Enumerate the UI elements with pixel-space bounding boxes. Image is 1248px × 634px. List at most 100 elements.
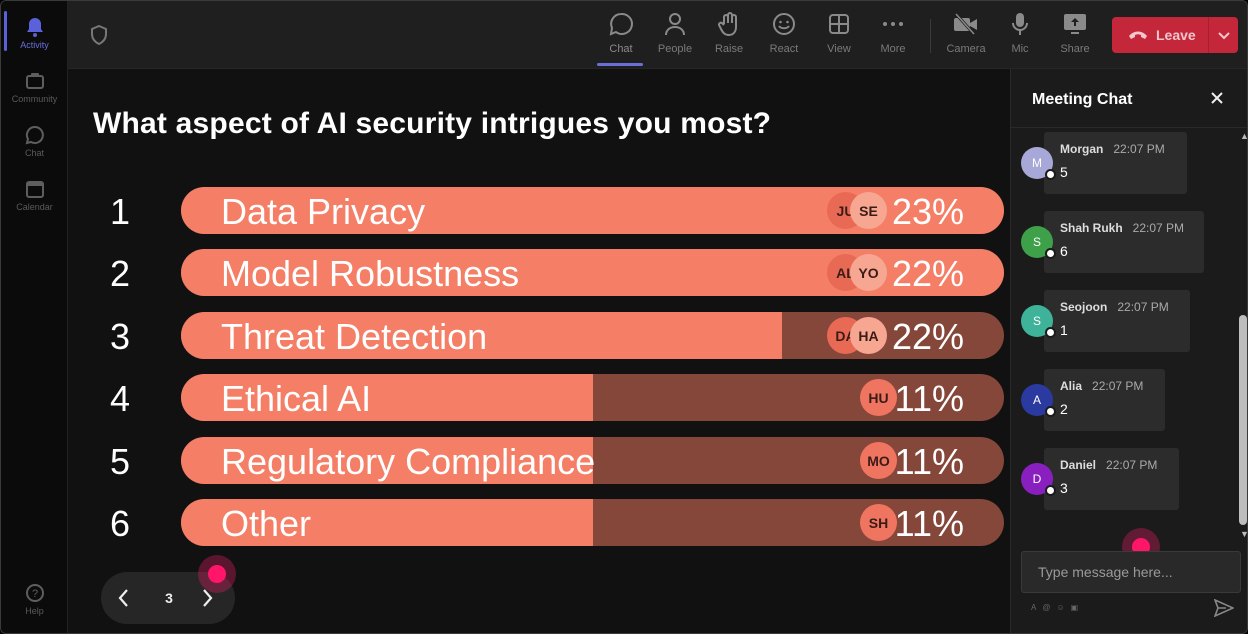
chat-message-author: Shah Rukh — [1060, 221, 1123, 235]
calendar-icon — [25, 179, 45, 199]
scroll-up-arrow-icon[interactable]: ▲ — [1240, 131, 1247, 141]
avatar[interactable]: S — [1021, 305, 1056, 338]
chat-message-bubble[interactable]: Alia 22:07 PM 2 — [1044, 369, 1165, 431]
send-icon[interactable] — [1213, 598, 1235, 622]
attach-icon[interactable]: @ — [1042, 603, 1051, 612]
poll-result-fill — [181, 374, 593, 421]
chat-message-text: 2 — [1060, 401, 1068, 417]
chat-button-label: Chat — [609, 43, 633, 55]
chat-button[interactable]: Chat — [596, 11, 646, 63]
rail-item-label: Help — [25, 605, 44, 616]
rail-item-label: Chat — [24, 147, 44, 158]
rail-item-activity[interactable]: Activity — [1, 7, 68, 59]
presence-status-icon — [1045, 406, 1056, 417]
view-button[interactable]: View — [814, 11, 864, 63]
toolbar-divider — [930, 19, 931, 53]
emoji-icon[interactable]: ☺ — [1056, 603, 1065, 612]
avatar[interactable]: A — [1021, 384, 1056, 417]
chevron-down-icon — [1217, 27, 1230, 43]
meeting-toolbar: Chat People Raise React View — [68, 1, 1247, 69]
voter-avatar: YO — [850, 254, 887, 291]
poll-option-label: Ethical AI — [221, 378, 372, 419]
click-indicator — [198, 555, 236, 593]
format-icon[interactable]: A — [1031, 603, 1037, 612]
voter-avatar: SE — [850, 192, 887, 229]
chevron-right-icon[interactable] — [202, 588, 214, 613]
poll-option-row: 2 Model Robustness 22% AL YO — [68, 249, 1010, 297]
voter-avatar: MO — [860, 442, 897, 479]
chat-message-bubble[interactable]: Seojoon 22:07 PM 1 — [1044, 290, 1190, 352]
composer-format-tools: A @ ☺ ▣ — [1031, 603, 1078, 612]
poll-option-row: 4 Ethical AI 11% HU — [68, 374, 1010, 422]
chevron-left-icon[interactable] — [117, 588, 129, 613]
poll-result-bar: Regulatory Compliance 11% MO — [181, 437, 1004, 484]
avatar[interactable]: M — [1021, 147, 1056, 180]
avatar-initial: D — [1032, 472, 1042, 486]
presence-status-icon — [1045, 169, 1056, 180]
camera-off-icon — [953, 11, 979, 37]
poll-option-number: 1 — [109, 191, 131, 232]
help-icon: ? — [25, 583, 45, 603]
rail-item-label: Community — [11, 93, 58, 104]
voter-avatar: HA — [850, 317, 887, 354]
shield-icon[interactable] — [90, 24, 108, 50]
poll-result-bar: Model Robustness 22% AL YO — [181, 249, 1004, 296]
chat-scrollbar-thumb[interactable] — [1239, 315, 1247, 525]
chat-message-input[interactable] — [1022, 552, 1240, 592]
chat-icon — [25, 125, 45, 145]
react-button[interactable]: React — [759, 11, 809, 63]
react-button-label: React — [769, 43, 799, 55]
leave-options-button[interactable] — [1209, 27, 1238, 43]
mic-button-label: Mic — [1011, 43, 1029, 55]
chat-message-author: Alia — [1060, 379, 1083, 393]
chat-message-time: 22:07 PM — [1132, 221, 1185, 235]
poll-result-bar: Other 11% SH — [181, 499, 1004, 546]
rail-item-help[interactable]: ? Help — [1, 573, 68, 625]
chat-message-time: 22:07 PM — [1106, 458, 1158, 472]
chat-message-bubble[interactable]: Morgan 22:07 PM 5 — [1044, 132, 1187, 194]
avatar[interactable]: D — [1021, 463, 1056, 496]
presence-status-icon — [1045, 485, 1056, 496]
voter-avatar: HU — [860, 379, 897, 416]
chat-tab-indicator — [597, 63, 643, 66]
poll-option-row: 5 Regulatory Compliance 11% MO — [68, 437, 1010, 485]
people-button-label: People — [657, 43, 693, 55]
chat-message-text: 1 — [1060, 322, 1068, 338]
chat-message-bubble[interactable]: Daniel 22:07 PM 3 — [1044, 448, 1179, 510]
poll-option-percent: 22% — [891, 316, 964, 357]
rail-active-indicator — [4, 11, 7, 51]
rail-item-chat[interactable]: Chat — [1, 115, 68, 167]
camera-button-label: Camera — [946, 43, 986, 55]
chat-header-divider — [1011, 127, 1247, 128]
gif-icon[interactable]: ▣ — [1070, 603, 1079, 612]
more-button-label: More — [880, 43, 906, 55]
scroll-down-arrow-icon[interactable]: ▼ — [1240, 529, 1247, 539]
left-rail: Activity Community Chat Calendar ? Help — [1, 1, 68, 633]
poll-option-percent: 11% — [894, 503, 964, 544]
raise-hand-button[interactable]: Raise — [704, 11, 754, 63]
poll-option-number: 3 — [109, 316, 131, 357]
poll-result-bar: Data Privacy 23% JU SE — [181, 187, 1004, 234]
share-button[interactable]: Share — [1050, 11, 1100, 63]
community-icon — [25, 71, 45, 91]
mic-button[interactable]: Mic — [995, 11, 1045, 63]
ellipsis-icon — [880, 11, 906, 37]
poll-question: What aspect of AI security intrigues you… — [93, 107, 772, 140]
rail-item-community[interactable]: Community — [1, 61, 68, 113]
mic-icon — [1007, 11, 1033, 37]
voter-avatar: SH — [860, 504, 897, 541]
people-button[interactable]: People — [650, 11, 700, 63]
close-icon[interactable] — [1210, 91, 1224, 110]
leave-button-label: Leave — [1156, 27, 1196, 43]
rail-item-calendar[interactable]: Calendar — [1, 169, 68, 221]
more-button[interactable]: More — [868, 11, 918, 63]
chat-message-bubble[interactable]: Shah Rukh 22:07 PM 6 — [1044, 211, 1204, 273]
grid-icon — [826, 11, 852, 37]
share-button-label: Share — [1060, 43, 1090, 55]
leave-button[interactable]: Leave — [1112, 17, 1238, 53]
poll-result-fill — [181, 499, 593, 546]
chat-message-author: Seojoon — [1060, 300, 1108, 314]
camera-button[interactable]: Camera — [941, 11, 991, 63]
avatar[interactable]: S — [1021, 226, 1056, 259]
poll-option-label: Model Robustness — [221, 253, 520, 294]
